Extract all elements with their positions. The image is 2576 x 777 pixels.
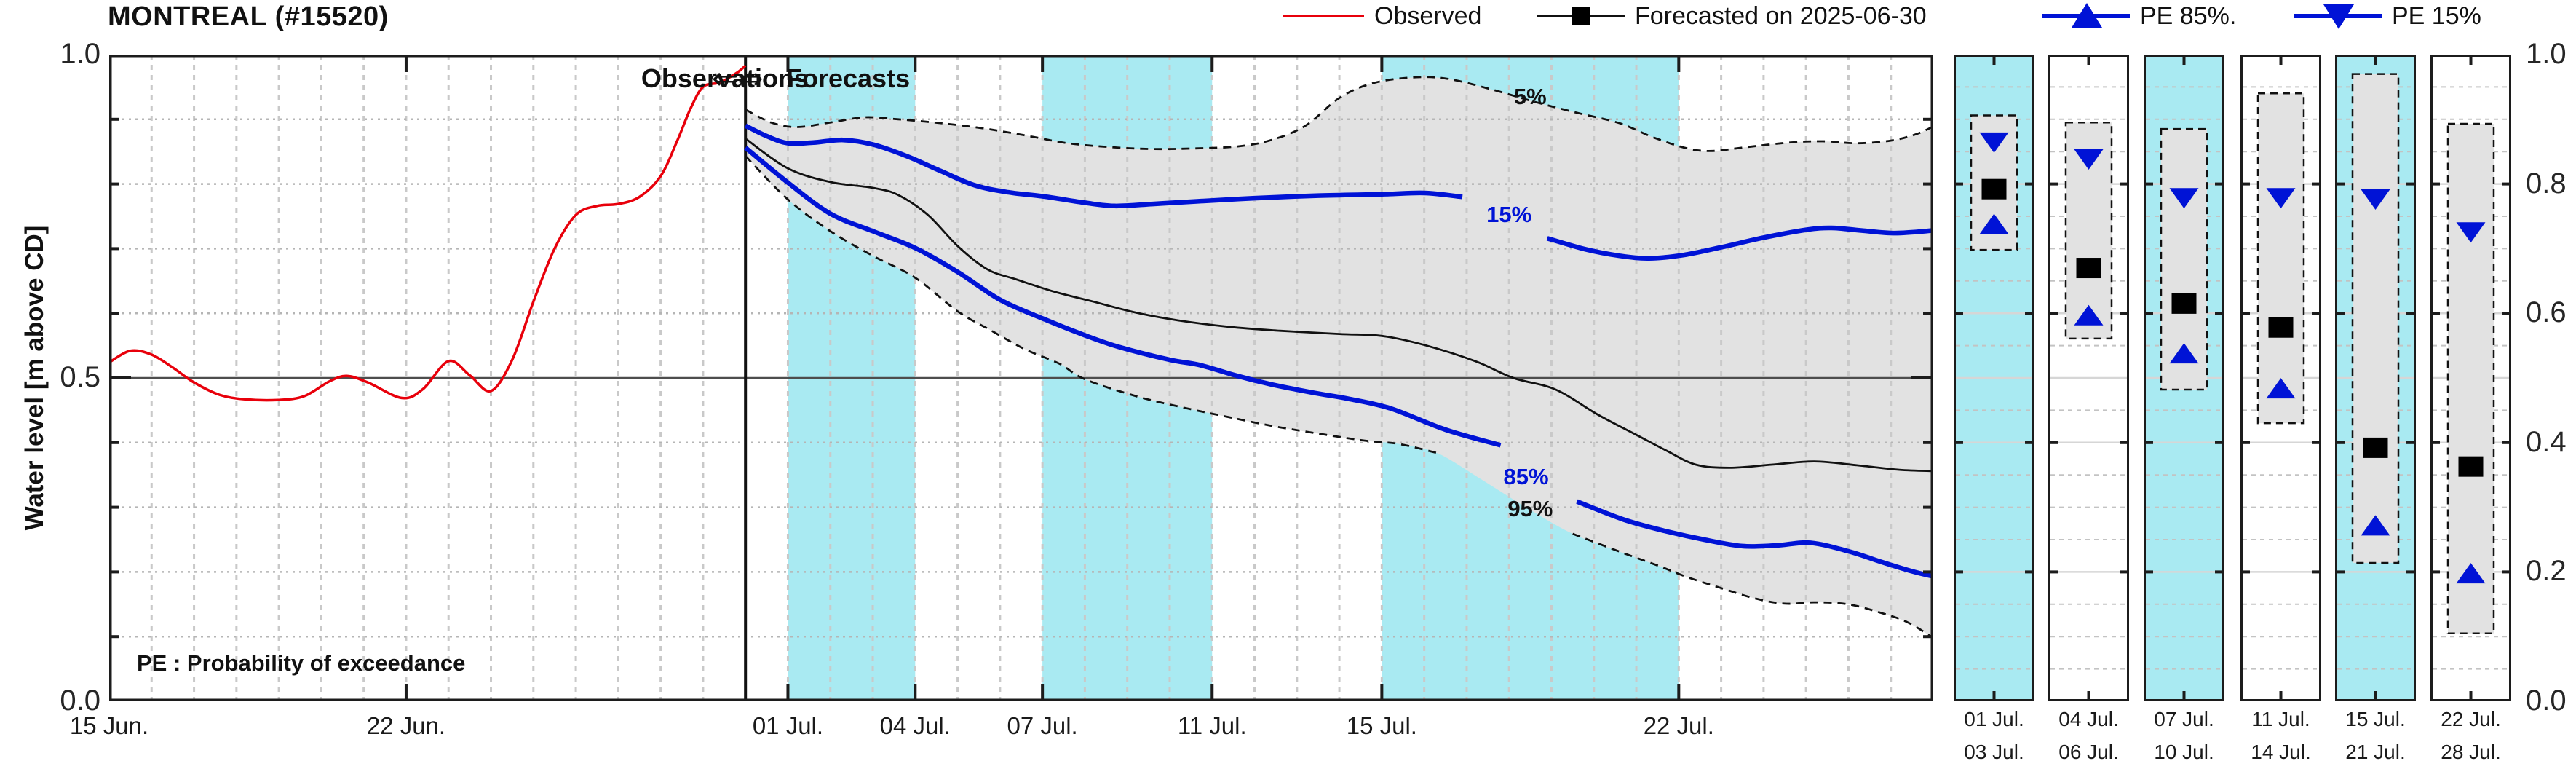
panel-2-pe85-marker <box>2074 304 2104 326</box>
curve-pe-15- <box>744 123 1463 209</box>
x-label-22Jun: 22 Jun. <box>366 712 446 739</box>
y-right-label-0.8: 0.8 <box>2526 167 2567 200</box>
x-label-22Jul: 22 Jul. <box>1643 712 1714 739</box>
forecast-panel-3 <box>2144 55 2224 701</box>
panel-3-label-end: 10 Jul. <box>2154 741 2214 763</box>
panel-2-pe15-marker <box>2074 149 2104 170</box>
panel-2-label-start: 04 Jul. <box>2058 708 2119 730</box>
curve-label-15pct: 15% <box>1486 202 1532 228</box>
curve-pe-95- <box>1572 532 1933 639</box>
horizontal-gridlines <box>109 118 1933 638</box>
x-label-01Jul: 01 Jul. <box>752 712 824 739</box>
panel-6-pe15-marker <box>2456 222 2486 243</box>
forecast-panel-2 <box>2048 55 2129 701</box>
x-label-04Jul: 04 Jul. <box>879 712 951 739</box>
observations-annotation: Observations <box>641 63 809 93</box>
curve-pe-15- <box>1546 225 1933 261</box>
pe85-triangle-up-icon <box>2042 0 2130 32</box>
panel-5-label-end: 21 Jul. <box>2345 741 2406 763</box>
legend-observed-label: Observed <box>1374 1 1482 30</box>
forecast-panel-6 <box>2430 55 2511 701</box>
y-left-label-0.5: 0.5 <box>60 361 100 393</box>
forecasts-annotation: Forecasts <box>786 63 911 93</box>
forecast-panel-svg-3 <box>2144 55 2224 701</box>
y-right-label-1.0: 1.0 <box>2526 38 2567 70</box>
legend-forecast-label: Forecasted on 2025-06-30 <box>1635 1 1927 30</box>
curve-label-95pct: 95% <box>1507 496 1553 522</box>
panel-4-label-end: 14 Jul. <box>2251 741 2311 763</box>
page-title: MONTREAL (#15520) <box>108 1 389 32</box>
y-right-label-0.4: 0.4 <box>2526 425 2567 458</box>
panel-2-label-end: 06 Jul. <box>2058 741 2119 763</box>
forecast-line-square-icon <box>1537 0 1625 32</box>
forecast-panel-svg-6 <box>2430 55 2511 701</box>
main-plot-ticks <box>109 55 1933 701</box>
panel-6-pe85-marker <box>2456 563 2486 584</box>
panel-4-median-marker <box>2268 317 2294 338</box>
forecast-panel-svg-4 <box>2240 55 2321 701</box>
y-right-label-0.2: 0.2 <box>2526 555 2567 588</box>
panel-4-pe85-marker <box>2266 378 2296 399</box>
panel-5-pe85-marker <box>2361 515 2390 536</box>
legend-pe85-label: PE 85%. <box>2140 1 2237 30</box>
curve-pe-95- <box>745 155 1438 454</box>
panel-1-label-end: 03 Jul. <box>1964 741 2024 763</box>
legend: Observed Forecasted on 2025-06-30 PE 85%… <box>0 0 2576 35</box>
curve-pe-85- <box>1576 499 1933 579</box>
legend-item-observed: Observed <box>1283 0 1481 32</box>
panel-2-median-marker <box>2076 258 2101 279</box>
legend-item-forecast: Forecasted on 2025-06-30 <box>1537 0 1927 32</box>
panel-3-median-marker <box>2171 293 2197 314</box>
panel-5-label-start: 15 Jul. <box>2345 708 2406 730</box>
x-label-15Jun: 15 Jun. <box>69 712 149 739</box>
curve-observed <box>109 64 747 402</box>
curve-label-85pct: 85% <box>1503 463 1549 489</box>
panel-5-pe15-marker <box>2361 189 2390 210</box>
x-label-11Jul: 11 Jul. <box>1177 712 1247 739</box>
curve-label-5pct: 5% <box>1513 83 1547 109</box>
forecast-panel-1 <box>1954 55 2034 701</box>
obs-forecast-arrows-icon: ⇐⇒ <box>712 61 764 95</box>
pe15-triangle-down-icon <box>2294 0 2382 32</box>
panel-3-label-start: 07 Jul. <box>2154 708 2214 730</box>
panel-3-pe15-marker <box>2169 188 2199 209</box>
y-right-label-0.6: 0.6 <box>2526 296 2567 329</box>
forecast-panel-svg-5 <box>2335 55 2416 701</box>
legend-item-pe85: PE 85%. <box>2042 0 2236 32</box>
x-label-07Jul: 07 Jul. <box>1007 712 1078 739</box>
forecast-panel-svg-1 <box>1954 55 2034 701</box>
forecast-panel-4 <box>2240 55 2321 701</box>
legend-item-pe15: PE 15% <box>2294 0 2481 32</box>
curve-forecasted-on-2025-06-30 <box>745 138 1933 473</box>
panel-6-label-start: 22 Jul. <box>2441 708 2501 730</box>
panel-6-median-marker <box>2458 456 2484 477</box>
curve-pe-5- <box>745 76 1933 152</box>
panel-5-range-box <box>2351 73 2400 564</box>
y-left-label-0.0: 0.0 <box>60 685 100 717</box>
panel-4-pe15-marker <box>2266 188 2296 209</box>
panel-1-pe85-marker <box>1979 213 2009 234</box>
panel-1-label-start: 01 Jul. <box>1964 708 2024 730</box>
panel-4-range-box <box>2256 92 2305 425</box>
curve-pe-85- <box>744 146 1502 448</box>
forecast-panel-svg-2 <box>2048 55 2129 701</box>
legend-pe15-label: PE 15% <box>2392 1 2481 30</box>
panel-5-median-marker <box>2363 437 2388 458</box>
observed-line-icon <box>1283 0 1364 32</box>
panel-6-label-end: 28 Jul. <box>2441 741 2501 763</box>
panel-1-pe15-marker <box>1979 132 2009 153</box>
panel-6-range-box <box>2446 122 2495 635</box>
panel-4-label-start: 11 Jul. <box>2251 708 2310 730</box>
panel-1-median-marker <box>1981 178 2007 200</box>
x-label-15Jul: 15 Jul. <box>1346 712 1417 739</box>
pe-note: PE : Probability of exceedance <box>137 650 466 676</box>
main-plot-svg <box>109 55 1933 701</box>
panel-3-pe85-marker <box>2169 343 2199 364</box>
main-plot: Observations ⇐⇒ Forecasts PE : Probabili… <box>109 55 1933 701</box>
y-right-label-0.0: 0.0 <box>2526 685 2567 717</box>
forecast-panel-5 <box>2335 55 2416 701</box>
y-left-label-1.0: 1.0 <box>60 38 100 70</box>
